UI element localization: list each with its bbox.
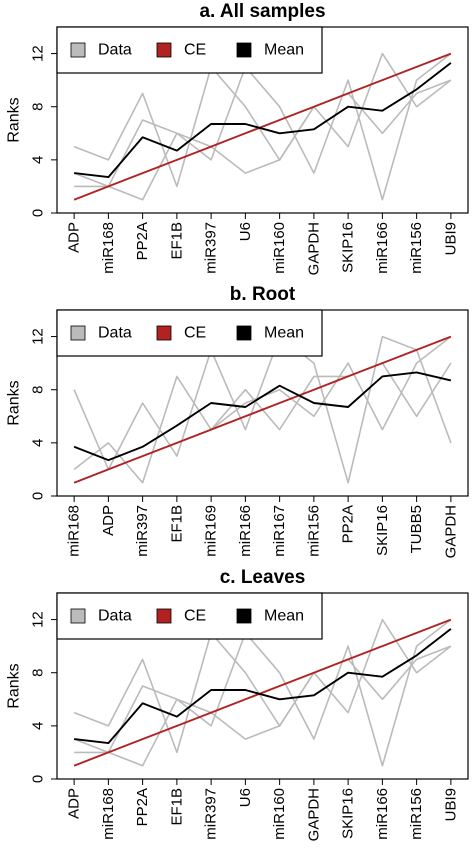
y-tick-label: 4 (30, 722, 47, 730)
legend: Data CE Mean (56, 26, 323, 74)
x-tick-label: PP2A (134, 788, 151, 826)
x-tick-label: SKIP16 (340, 222, 357, 273)
ce-series-line (73, 618, 452, 767)
legend-box (56, 26, 323, 74)
y-tick-label: 12 (30, 328, 47, 345)
y-tick-label: 0 (30, 492, 47, 500)
legend-label-data: Data (98, 325, 132, 342)
x-tick-label: EF1B (168, 222, 185, 260)
x-tick-label: EF1B (168, 788, 185, 826)
x-tick-label: ADP (100, 505, 117, 536)
data-series-line (73, 618, 452, 767)
x-tick-label: miR397 (134, 505, 151, 557)
x-tick-label: miR160 (271, 222, 288, 274)
mean-series-line (73, 62, 452, 179)
x-tick-label: GAPDH (305, 222, 322, 275)
y-tick-label: 0 (30, 775, 47, 783)
legend-swatch-ce (156, 608, 172, 624)
legend-label-data: Data (98, 608, 132, 625)
x-tick-label: miR397 (203, 222, 220, 274)
chart-title: c. Leaves (220, 567, 306, 588)
x-tick-label: miR166 (374, 788, 391, 840)
x-tick-label: TUBB5 (408, 505, 425, 553)
y-tick-label: 4 (30, 156, 47, 164)
y-tick-label: 8 (30, 386, 47, 394)
data-series-line (74, 79, 452, 201)
data-series-line (73, 335, 452, 484)
legend-label-ce: CE (184, 608, 206, 625)
legend-swatch-ce (156, 42, 172, 58)
x-tick-label: miR168 (100, 788, 117, 840)
legend-swatch-mean (236, 325, 252, 341)
x-tick-label: miR168 (66, 505, 83, 557)
legend-swatch-mean (236, 608, 252, 624)
ce-series-line (73, 335, 452, 484)
x-tick-label: miR397 (203, 788, 220, 840)
legend-swatch-mean (236, 42, 252, 58)
y-axis-label: Ranks (6, 97, 23, 142)
y-tick-label: 12 (30, 45, 47, 62)
x-tick-label: GAPDH (442, 505, 459, 558)
data-series-line (74, 645, 452, 767)
x-tick-label: ADP (66, 788, 83, 819)
y-tick-label: 4 (30, 439, 47, 447)
x-tick-label: U6 (237, 222, 254, 241)
x-tick-label: miR160 (271, 788, 288, 840)
y-axis-label: Ranks (6, 380, 23, 425)
x-tick-label: ADP (66, 222, 83, 253)
chart-title: a. All samples (199, 1, 325, 22)
y-tick-label: 0 (30, 209, 47, 217)
x-tick-label: miR167 (271, 505, 288, 557)
legend-label-mean: Mean (264, 608, 304, 625)
x-tick-label: GAPDH (305, 788, 322, 841)
mean-series-line (73, 628, 452, 745)
chart-title: b. Root (230, 284, 296, 305)
legend: Data CE Mean (56, 592, 323, 640)
data-series-line (73, 52, 452, 188)
x-tick-label: UBI9 (442, 788, 459, 821)
x-tick-label: SKIP16 (340, 788, 357, 839)
x-tick-label: U6 (237, 788, 254, 807)
x-tick-label: miR156 (408, 222, 425, 274)
mean-series-line (73, 371, 452, 462)
y-tick-label: 8 (30, 669, 47, 677)
legend-swatch-ce (156, 325, 172, 341)
y-tick-label: 12 (30, 611, 47, 628)
legend-swatch-data (70, 608, 86, 624)
legend-swatch-data (70, 325, 86, 341)
ce-series-line (73, 52, 452, 201)
legend-swatch-data (70, 42, 86, 58)
legend-label-mean: Mean (264, 42, 304, 59)
y-tick-label: 8 (30, 103, 47, 111)
x-tick-label: UBI9 (442, 222, 459, 255)
legend-label-ce: CE (184, 325, 206, 342)
chart-panel-3: c. Leaves Ranks 0 4 8 12 ADP miR168 PP2A EF1B miR3… (6, 567, 469, 841)
legend-box (56, 309, 323, 357)
data-series-line (73, 618, 452, 754)
chart-panel-1: a. All samples Ranks 0 4 8 12 ADP miR168 PP2A EF1… (6, 1, 469, 275)
x-tick-label: SKIP16 (374, 505, 391, 556)
x-tick-label: miR156 (305, 505, 322, 557)
x-tick-label: miR166 (237, 505, 254, 557)
legend-label-data: Data (98, 42, 132, 59)
legend-label-ce: CE (184, 42, 206, 59)
legend: Data CE Mean (56, 309, 323, 357)
x-tick-label: PP2A (134, 222, 151, 260)
x-tick-label: EF1B (168, 505, 185, 543)
y-axis-label: Ranks (6, 663, 23, 708)
chart-panel-2: b. Root Ranks 0 4 8 12 miR168 ADP miR397 EF1B miR1… (6, 284, 469, 558)
x-tick-label: miR169 (203, 505, 220, 557)
legend-box (56, 592, 323, 640)
x-tick-label: miR166 (374, 222, 391, 274)
x-tick-label: miR168 (100, 222, 117, 274)
x-tick-label: PP2A (340, 505, 357, 543)
legend-label-mean: Mean (264, 325, 304, 342)
x-tick-label: miR156 (408, 788, 425, 840)
data-series-line (73, 52, 452, 201)
